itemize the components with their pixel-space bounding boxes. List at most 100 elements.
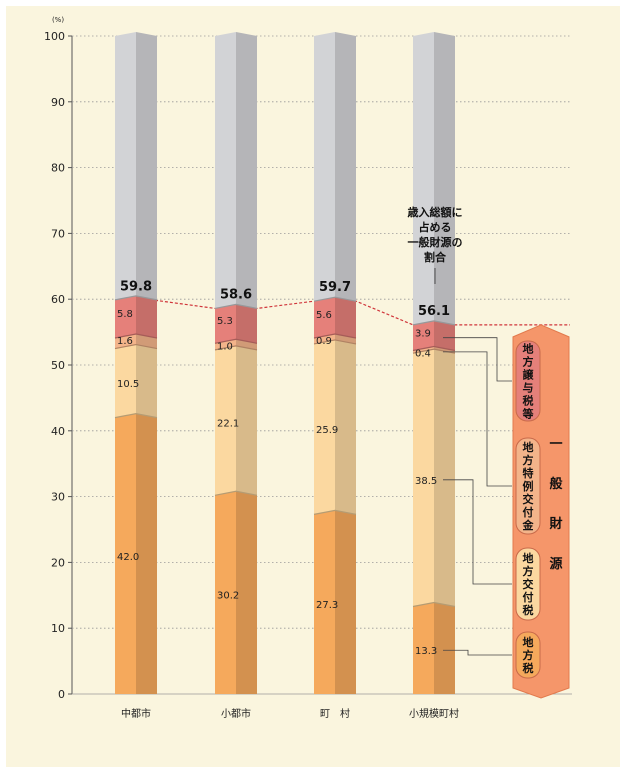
- bar-2-segment-rest-front: [215, 32, 236, 309]
- y-tick-label: 10: [51, 622, 65, 635]
- bar-3-segment-rest-front: [314, 32, 335, 302]
- legend-pill-char: 地: [523, 342, 534, 356]
- share-annotation-line: 歳入総額に: [408, 205, 463, 219]
- bar-segment-boundary: [114, 413, 158, 419]
- share-annotation-line: 占める: [419, 220, 452, 234]
- bar-3-segment-地方譲与税等-side: [335, 297, 356, 339]
- y-tick-label: 50: [51, 359, 65, 372]
- bar-3-segment-地方特例交付金-front: [314, 334, 335, 344]
- legend-pill-char: 地: [523, 551, 534, 565]
- legend-leader-line: [443, 351, 512, 487]
- y-tick-label: 40: [51, 425, 65, 438]
- bar-1-segment-地方特例交付金-front: [115, 334, 136, 349]
- legend-pill-char: 税: [523, 394, 534, 408]
- bar-1-segment-地方交付税-front: [115, 344, 136, 418]
- legend-pill-char: 方: [523, 564, 534, 578]
- legend-pill: [515, 631, 541, 679]
- bar-segment-boundary: [412, 320, 456, 326]
- legend-pill-char: 地: [523, 440, 534, 454]
- bar-segment-boundary: [114, 295, 158, 301]
- legend-pill-char: 方: [523, 453, 534, 467]
- legend-pill-char: 与: [523, 382, 534, 395]
- legend-leader-line: [443, 337, 512, 382]
- bar-2-segment-地方交付税-side: [236, 345, 257, 496]
- bar-2-segment-地方特例交付金-side: [236, 339, 257, 350]
- bar-4-segment-rest-side: [434, 32, 455, 325]
- y-tick-label: 60: [51, 293, 65, 306]
- bar-4-segment-地方交付税-front: [413, 349, 434, 607]
- legend-pill-char: 特: [523, 466, 534, 480]
- bar-segment-boundary: [214, 338, 258, 344]
- bar-segment-boundary: [313, 339, 357, 345]
- y-tick-label: 0: [58, 688, 65, 701]
- legend-pill-char: 税: [523, 661, 534, 675]
- bar-3-segment-地方譲与税等-front: [314, 297, 335, 339]
- general-revenue-label-char: 源: [549, 556, 562, 572]
- bar-value-label: 22.1: [217, 419, 239, 430]
- bar-1-segment-地方特例交付金-side: [136, 334, 157, 349]
- bar-4-segment-rest-front: [413, 32, 434, 325]
- bar-1-segment-地方税-side: [136, 413, 157, 694]
- legend-pill-char: 譲: [523, 368, 535, 382]
- legend-pill-char: 交: [523, 577, 534, 591]
- bar-segment-boundary: [313, 509, 357, 515]
- total-value-label: 59.7: [319, 280, 351, 295]
- general-revenue-label-char: 般: [549, 476, 562, 492]
- legend-leader-line: [443, 479, 512, 585]
- legend-pill-char: 例: [523, 479, 534, 493]
- bar-value-label: 27.3: [316, 600, 338, 611]
- bar-1-segment-rest-side: [136, 32, 157, 300]
- y-tick-label: 70: [51, 227, 65, 240]
- general-revenue-label-char: 財: [548, 516, 562, 532]
- bar-segment-boundary: [313, 333, 357, 339]
- bar-segment-boundary: [412, 345, 456, 352]
- bar-1-segment-地方交付税-side: [136, 344, 157, 418]
- bar-2-segment-地方譲与税等-front: [215, 304, 236, 344]
- bar-4-segment-地方譲与税等-side: [434, 320, 455, 351]
- y-unit-label: (%): [52, 16, 64, 24]
- bar-segment-boundary: [214, 345, 258, 351]
- bar-3-segment-地方税-side: [335, 510, 356, 694]
- share-annotation-line: 一般財源の: [408, 235, 463, 249]
- bar-4-segment-地方特例交付金-front: [413, 346, 434, 354]
- category-label: 小規模町村: [409, 707, 459, 720]
- bar-segment-boundary: [412, 601, 456, 608]
- bar-value-label: 0.9: [316, 336, 332, 347]
- y-tick-label: 80: [51, 162, 65, 175]
- bar-4-segment-地方税-side: [434, 602, 455, 694]
- share-annotation-line: 割合: [424, 250, 447, 264]
- bar-value-label: 10.5: [117, 379, 139, 390]
- bar-value-label: 1.6: [117, 336, 133, 347]
- legend-pill-char: 税: [523, 603, 534, 617]
- bar-1-segment-rest-front: [115, 32, 136, 300]
- legend-pill-char: 付: [523, 590, 534, 604]
- category-label: 中都市: [121, 707, 151, 720]
- bar-value-label: 38.5: [415, 476, 437, 487]
- bar-2-segment-地方税-front: [215, 491, 236, 694]
- legend-pill: [515, 547, 541, 621]
- y-tick-label: 20: [51, 556, 65, 569]
- bar-2-segment-rest-side: [236, 32, 257, 309]
- bar-value-label: 0.4: [415, 349, 431, 360]
- bar-segment-boundary: [114, 333, 158, 339]
- category-label: 小都市: [221, 707, 251, 720]
- bar-value-label: 5.3: [217, 316, 233, 327]
- bar-2-segment-地方特例交付金-front: [215, 339, 236, 350]
- y-tick-label: 90: [51, 96, 65, 109]
- bar-segment-boundary: [313, 296, 357, 302]
- legend-pill-char: 地: [523, 635, 534, 649]
- legend-pill-char: 金: [522, 518, 535, 532]
- bar-segment-boundary: [214, 303, 258, 310]
- bar-segment-boundary: [114, 343, 158, 350]
- bar-value-label: 25.9: [316, 425, 338, 436]
- bar-1-segment-地方税-front: [115, 413, 136, 694]
- bar-1-segment-地方譲与税等-front: [115, 295, 136, 339]
- bar-segment-boundary: [214, 490, 258, 496]
- total-value-label: 56.1: [418, 304, 450, 319]
- legend-leader-line: [443, 649, 512, 656]
- bar-3-segment-地方特例交付金-side: [335, 334, 356, 344]
- bar-3-segment-地方交付税-front: [314, 339, 335, 515]
- bar-2-segment-地方税-side: [236, 491, 257, 694]
- bar-value-label: 42.0: [117, 552, 139, 563]
